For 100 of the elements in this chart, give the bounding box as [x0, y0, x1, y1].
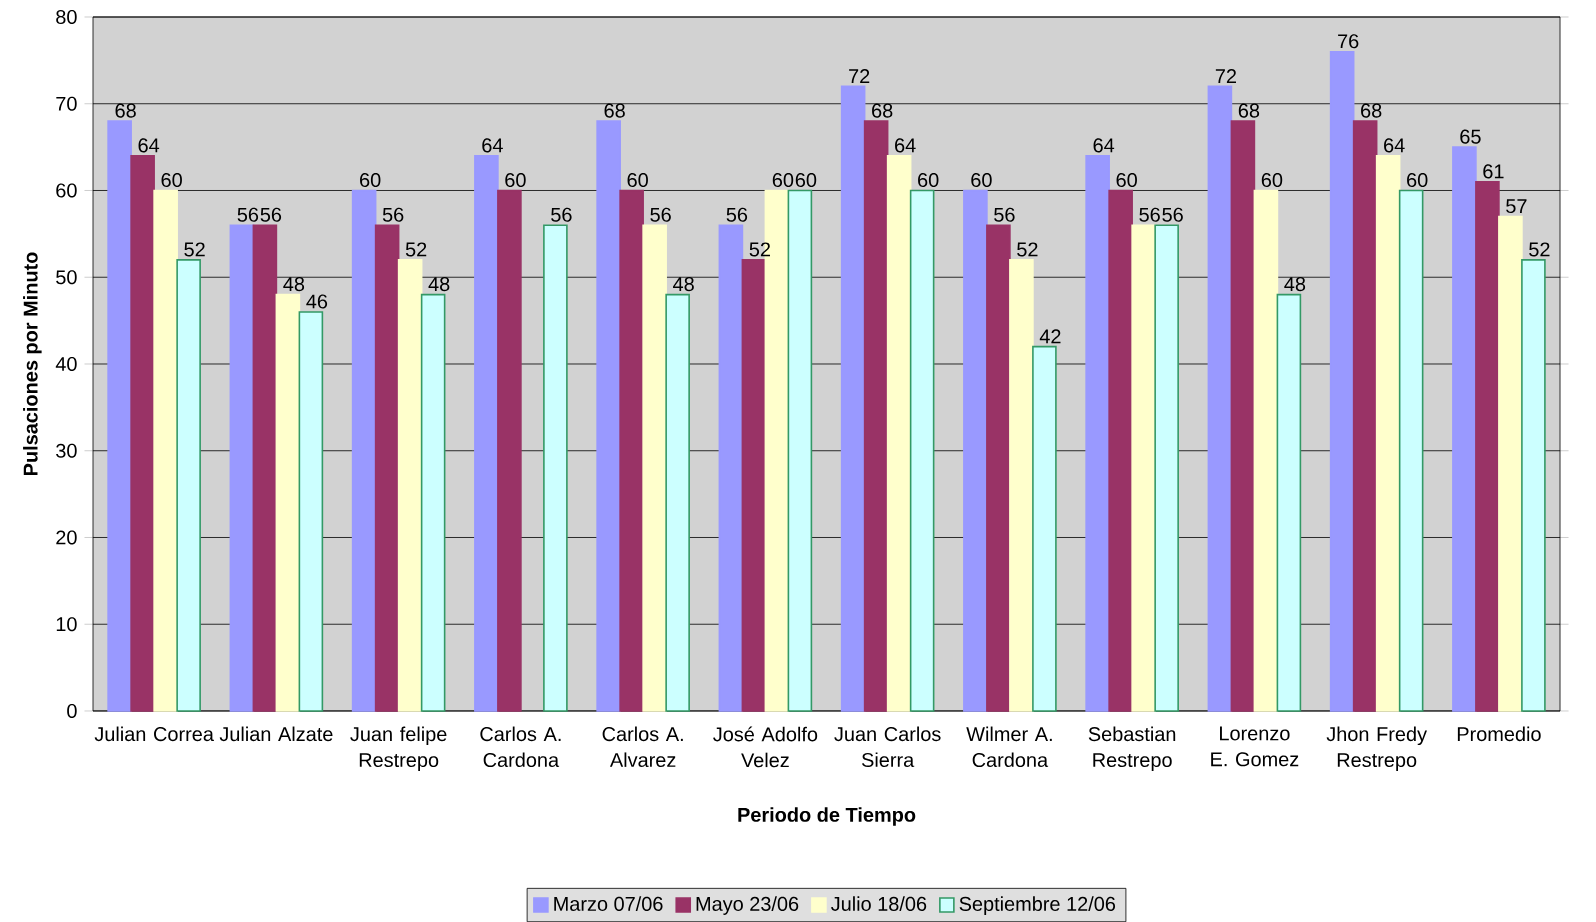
- bar: [1475, 181, 1500, 712]
- bar: [107, 120, 132, 712]
- bar: [1375, 154, 1401, 712]
- bar: [665, 293, 690, 712]
- bar: [397, 259, 423, 712]
- bar: [909, 189, 935, 712]
- x-tick-label: Promedio: [1457, 726, 1541, 742]
- bar: [963, 189, 988, 712]
- data-label: 52: [1017, 242, 1038, 257]
- data-label: 52: [749, 242, 770, 257]
- x-tick-label: Wilmer A. Cardona: [966, 726, 1052, 768]
- data-label: 61: [1483, 164, 1504, 179]
- x-tick-label: Carlos A. Cardona: [480, 726, 561, 768]
- y-tick-label: 10: [56, 617, 77, 632]
- data-label: 56: [994, 207, 1015, 222]
- data-label: 72: [1215, 69, 1236, 83]
- data-label: 56: [237, 207, 259, 222]
- bar: [351, 189, 377, 712]
- data-label: 56: [551, 207, 572, 222]
- data-label: 48: [283, 277, 305, 292]
- y-tick-label: 60: [56, 183, 77, 198]
- bar: [374, 224, 400, 712]
- data-label: 60: [627, 172, 648, 188]
- bar: [275, 293, 301, 712]
- data-label: 56: [382, 207, 404, 222]
- data-label: 52: [1529, 242, 1550, 257]
- bar: [1398, 189, 1424, 712]
- data-label: 60: [360, 172, 381, 188]
- data-label: 60: [772, 172, 794, 188]
- legend-label: Mayo 23/06: [696, 896, 799, 915]
- data-label: 52: [405, 242, 427, 257]
- data-label: 64: [1384, 138, 1405, 153]
- bar: [642, 224, 667, 712]
- data-label: 48: [673, 277, 694, 292]
- bar: [1521, 259, 1546, 712]
- bar: [229, 224, 255, 712]
- bar: [1108, 189, 1133, 712]
- x-tick-label: Juan felipe Restrepo: [350, 726, 447, 771]
- y-tick-label: 50: [56, 270, 77, 285]
- x-tick-label: Jhon Fredy Restrepo: [1326, 726, 1427, 771]
- data-label: 48: [428, 277, 450, 292]
- data-label: 60: [505, 172, 526, 188]
- y-tick-label: 0: [67, 703, 77, 719]
- y-tick-label: 30: [56, 443, 77, 458]
- x-axis-title: Periodo de Tiempo: [738, 807, 916, 826]
- legend-label: Septiembre 12/06: [959, 896, 1116, 915]
- x-tick-label: Lorenzo E. Gomez: [1211, 726, 1299, 767]
- bar: [1085, 154, 1110, 712]
- bar: [741, 259, 767, 712]
- data-label: 46: [306, 294, 328, 309]
- data-label: 60: [161, 172, 182, 188]
- bar: [543, 224, 568, 712]
- data-label: 42: [1039, 329, 1061, 344]
- bar: [1154, 224, 1179, 712]
- data-label: 52: [184, 242, 205, 257]
- x-tick-label: Carlos A. Alvarez: [602, 726, 683, 768]
- bar: [420, 293, 446, 712]
- y-tick-label: 80: [56, 9, 77, 25]
- bar: [596, 120, 621, 712]
- y-tick-label: 40: [55, 356, 77, 372]
- bar: [252, 224, 278, 712]
- bar: [863, 120, 889, 712]
- bar: [1329, 50, 1355, 712]
- bar: [1452, 146, 1477, 712]
- data-label: 68: [115, 103, 136, 118]
- bar: [787, 189, 813, 712]
- bar: [1009, 259, 1034, 712]
- bar: [298, 311, 324, 712]
- data-label: 48: [1284, 277, 1306, 292]
- bar: [986, 224, 1011, 712]
- bar: [1131, 224, 1156, 712]
- data-label: 56: [260, 207, 282, 222]
- bar: [840, 85, 866, 712]
- data-label: 60: [971, 172, 992, 188]
- bar: [153, 189, 178, 712]
- bar: [1352, 120, 1378, 712]
- y-tick-label: 20: [56, 530, 77, 545]
- data-label: 72: [849, 69, 870, 83]
- data-label: 68: [872, 103, 893, 118]
- data-label: 68: [604, 103, 625, 118]
- data-label: 64: [482, 138, 503, 153]
- bar: [886, 154, 912, 712]
- bar: [1276, 293, 1302, 712]
- data-label: 64: [1093, 138, 1115, 153]
- bar: [176, 259, 201, 712]
- data-label: 56: [726, 207, 748, 222]
- data-label: 60: [1261, 172, 1283, 188]
- bar: [1207, 85, 1233, 712]
- bar: [1498, 215, 1523, 712]
- x-tick-label: Sebastian Restrepo: [1088, 726, 1176, 771]
- data-label: 60: [918, 172, 939, 188]
- legend-label: Marzo 07/06: [554, 896, 663, 911]
- data-label: 64: [138, 138, 160, 153]
- x-tick-label: Juan Carlos Sierra: [834, 726, 941, 768]
- data-label: 64: [895, 138, 916, 153]
- x-tick-label: José Adolfo Velez: [713, 726, 818, 768]
- bar: [1032, 345, 1057, 712]
- data-label: 56: [650, 207, 671, 222]
- bar: [497, 189, 522, 712]
- bar: [619, 189, 644, 712]
